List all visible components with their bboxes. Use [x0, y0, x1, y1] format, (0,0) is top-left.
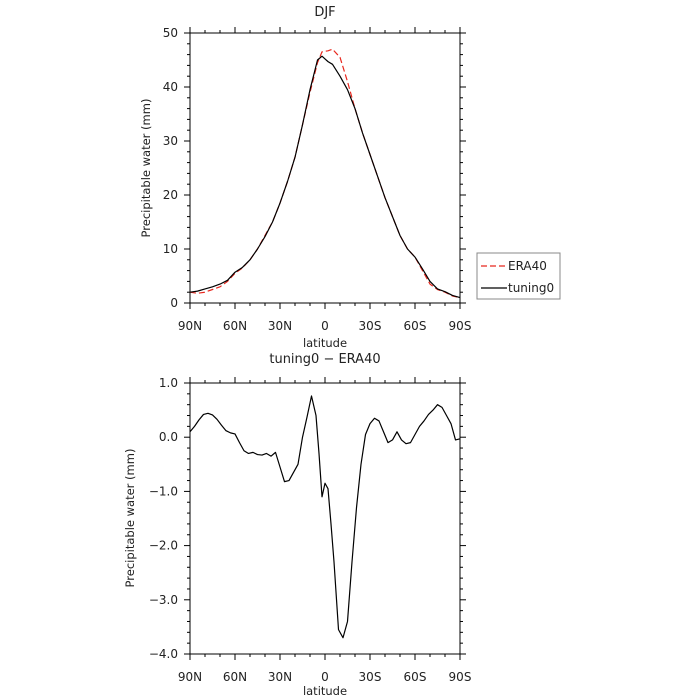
panel-djf-y-tick-label: 30 — [163, 134, 178, 148]
panel-difference-series-line-difference — [189, 395, 461, 639]
panel-difference-x-tick-label: 30N — [268, 670, 292, 684]
panel-difference-y-tick-label: −2.0 — [149, 539, 178, 553]
panel-difference-y-axis-label: Precipitable water (mm) — [123, 449, 137, 588]
panel-difference-x-tick-label: 0 — [321, 670, 329, 684]
legend-label-tuning0: tuning0 — [508, 281, 554, 295]
panel-djf-y-tick-label: 20 — [163, 188, 178, 202]
panel-djf-plot-frame — [189, 32, 461, 304]
panel-djf-y-tick-label: 40 — [163, 80, 178, 94]
panel-djf-x-tick-label: 90S — [449, 319, 472, 333]
panel-djf: DJF 0 10 20 30 40 50 90N 60N 30N 0 30S 60S 90S lati… — [139, 5, 561, 350]
panel-difference-x-tick-label: 90S — [449, 670, 472, 684]
legend-box — [476, 252, 561, 300]
panel-djf-y-tick-label: 50 — [163, 26, 178, 40]
panel-difference-x-axis-label: latitude — [303, 684, 347, 698]
panel-djf-x-tick-label: 30N — [268, 319, 292, 333]
panel-difference: tuning0 − ERA40 1.0 0.0 −1.0 −2.0 −3.0 −4.0 9… — [123, 352, 471, 698]
legend-label-era40: ERA40 — [508, 259, 547, 273]
panel-djf-x-tick-label: 0 — [321, 319, 329, 333]
panel-difference-plot-frame — [189, 382, 461, 655]
panel-difference-y-tick-label: 0.0 — [159, 430, 178, 444]
panel-difference-y-tick-label: −4.0 — [149, 647, 178, 661]
panel-difference-x-tick-label: 90N — [178, 670, 202, 684]
panel-difference-y-tick-label: −3.0 — [149, 593, 178, 607]
panel-djf-series-line-era40 — [189, 48, 461, 299]
panel-difference-title: tuning0 − ERA40 — [269, 352, 380, 367]
panel-djf-y-tick-label: 10 — [163, 242, 178, 256]
panel-difference-x-tick-label: 60N — [223, 670, 247, 684]
panel-djf-x-tick-label: 30S — [359, 319, 382, 333]
panel-djf-legend: ERA40 tuning0 — [476, 252, 561, 300]
panel-djf-title: DJF — [314, 5, 335, 20]
panel-difference-x-tick-label: 60S — [404, 670, 427, 684]
panel-djf-y-axis-label: Precipitable water (mm) — [139, 99, 153, 238]
panel-djf-x-tick-label: 60N — [223, 319, 247, 333]
panel-djf-x-axis-label: latitude — [303, 336, 347, 350]
panel-djf-y-tick-label: 0 — [170, 296, 178, 310]
panel-difference-y-tick-label: 1.0 — [159, 376, 178, 390]
panel-djf-series-line-tuning0 — [189, 55, 461, 299]
panel-djf-x-tick-label: 90N — [178, 319, 202, 333]
panel-djf-x-tick-label: 60S — [404, 319, 427, 333]
panel-difference-y-tick-label: −1.0 — [149, 484, 178, 498]
panel-difference-x-tick-label: 30S — [359, 670, 382, 684]
